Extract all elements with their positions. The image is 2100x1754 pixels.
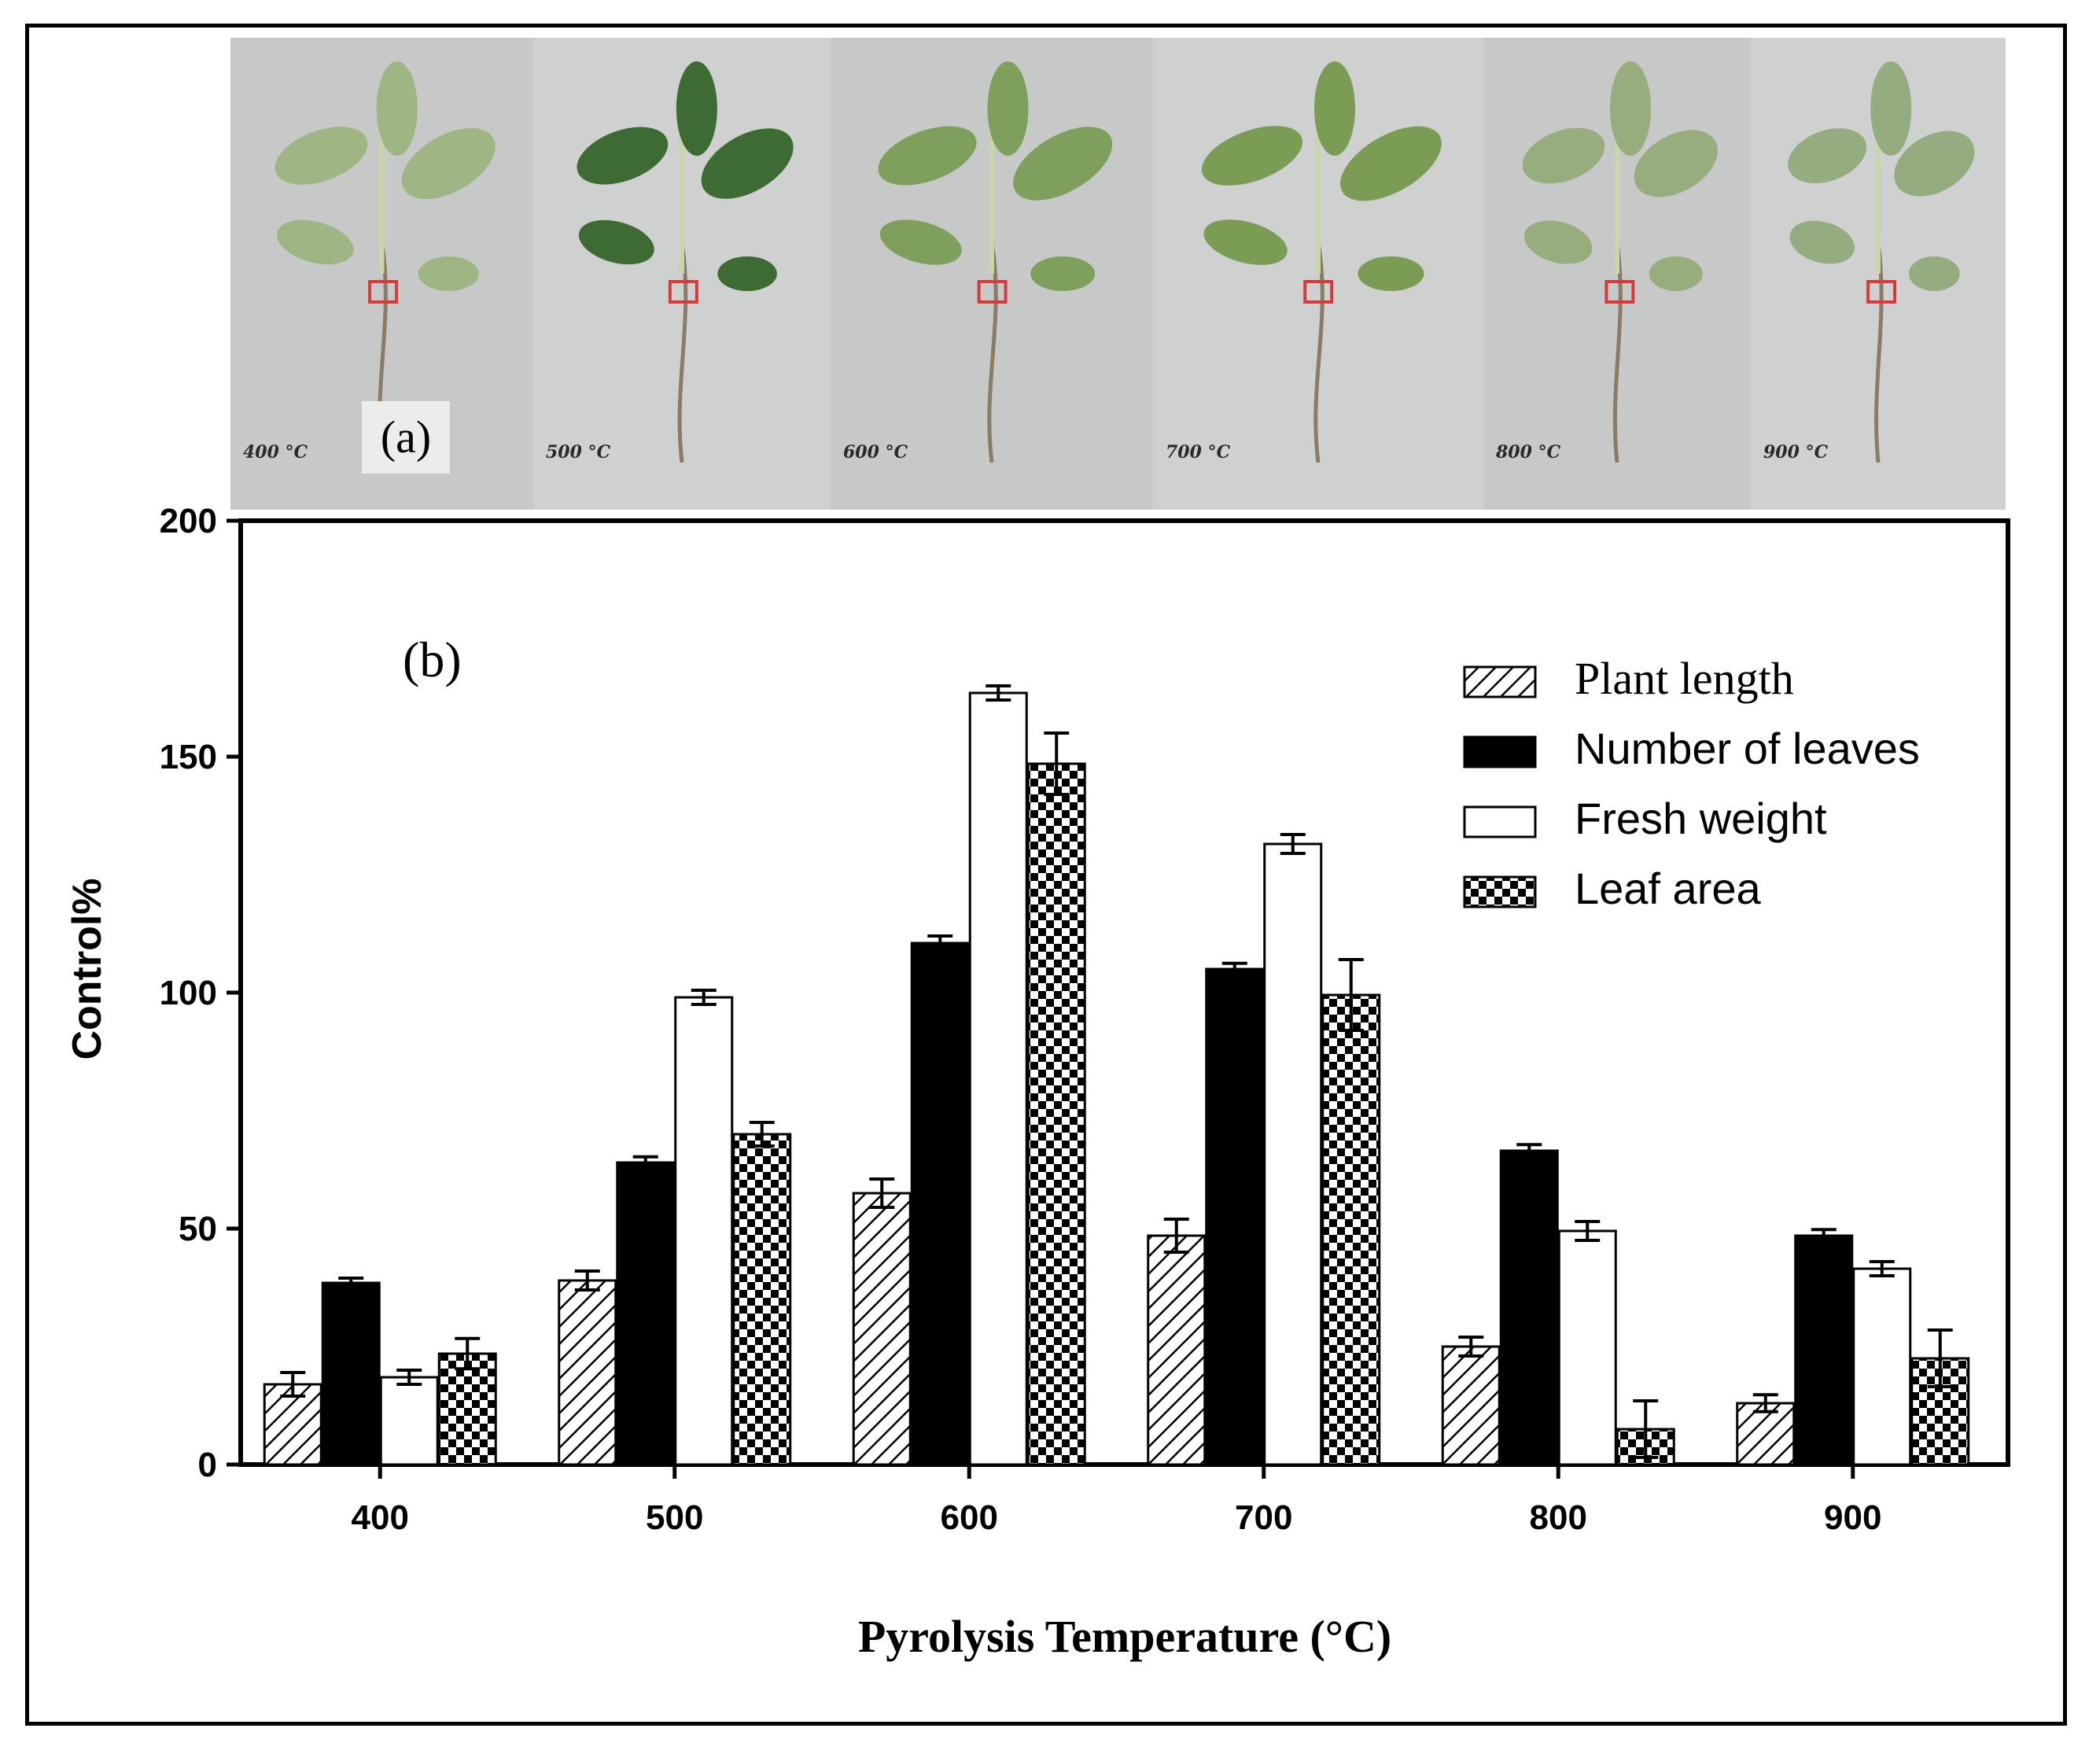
legend-label: Fresh weight bbox=[1575, 794, 1827, 843]
bar bbox=[379, 1376, 439, 1466]
legend-label: Plant length bbox=[1575, 653, 1794, 704]
legend-swatch bbox=[1463, 735, 1537, 768]
bar bbox=[1147, 1234, 1207, 1466]
y-tick-label: 0 bbox=[198, 1446, 217, 1484]
panel-b-label: (b) bbox=[403, 632, 462, 687]
bar bbox=[732, 1133, 792, 1466]
bar bbox=[1852, 1267, 1912, 1466]
plant-photo-strip: 400 °C 500 °C 600 °C 700 °C 800 °C 900 °C bbox=[230, 38, 2006, 510]
x-axis-title: Pyrolysis Temperature (°C) bbox=[858, 1611, 1391, 1662]
legend-swatch bbox=[1463, 665, 1537, 698]
x-tick-label: 700 bbox=[1235, 1498, 1292, 1537]
x-tick-label: 900 bbox=[1824, 1498, 1881, 1537]
photo-temperature-caption: 400 °C bbox=[243, 442, 308, 462]
x-tick-label: 800 bbox=[1530, 1498, 1587, 1537]
y-tick-label: 100 bbox=[160, 974, 217, 1012]
y-tick-label: 200 bbox=[160, 502, 217, 540]
legend-swatch bbox=[1463, 805, 1537, 838]
x-tick-label: 400 bbox=[352, 1498, 409, 1537]
photo-temperature-caption: 900 °C bbox=[1763, 442, 1829, 462]
bar bbox=[1441, 1345, 1501, 1466]
bar bbox=[1263, 842, 1323, 1466]
legend-swatch bbox=[1463, 875, 1537, 908]
legend-label: Leaf area bbox=[1575, 864, 1761, 913]
y-axis-title: Control% bbox=[64, 878, 110, 1059]
photo-temperature-caption: 600 °C bbox=[843, 442, 908, 462]
x-tick-label: 600 bbox=[941, 1498, 998, 1537]
figure-frame bbox=[25, 24, 2067, 1726]
bar bbox=[616, 1161, 676, 1466]
bar bbox=[1794, 1234, 1854, 1466]
x-tick-label: 500 bbox=[646, 1498, 703, 1537]
plant-photo: 900 °C bbox=[1751, 38, 2006, 510]
bar bbox=[968, 691, 1028, 1466]
panel-a-label: (a) bbox=[362, 401, 450, 474]
bar bbox=[1736, 1402, 1796, 1466]
plant-photo: 700 °C bbox=[1153, 38, 1483, 510]
bar bbox=[1205, 967, 1265, 1466]
bar bbox=[321, 1281, 381, 1466]
plant-photo: 500 °C bbox=[533, 38, 831, 510]
photo-temperature-caption: 700 °C bbox=[1166, 442, 1231, 462]
legend-label: Number of leaves bbox=[1575, 724, 1920, 773]
bar bbox=[852, 1192, 912, 1466]
plant-photo: 800 °C bbox=[1483, 38, 1751, 510]
plant-photo: 600 °C bbox=[831, 38, 1153, 510]
bar bbox=[558, 1279, 617, 1466]
y-tick-label: 50 bbox=[179, 1210, 217, 1248]
y-tick-label: 150 bbox=[160, 738, 217, 776]
bar bbox=[1557, 1229, 1617, 1466]
bar bbox=[674, 996, 734, 1466]
photo-temperature-caption: 800 °C bbox=[1496, 442, 1561, 462]
bar bbox=[910, 941, 970, 1466]
bar bbox=[1910, 1357, 1970, 1466]
bar bbox=[1321, 993, 1381, 1466]
photo-temperature-caption: 500 °C bbox=[546, 442, 611, 462]
bar bbox=[1026, 762, 1086, 1466]
bar bbox=[1499, 1149, 1559, 1466]
